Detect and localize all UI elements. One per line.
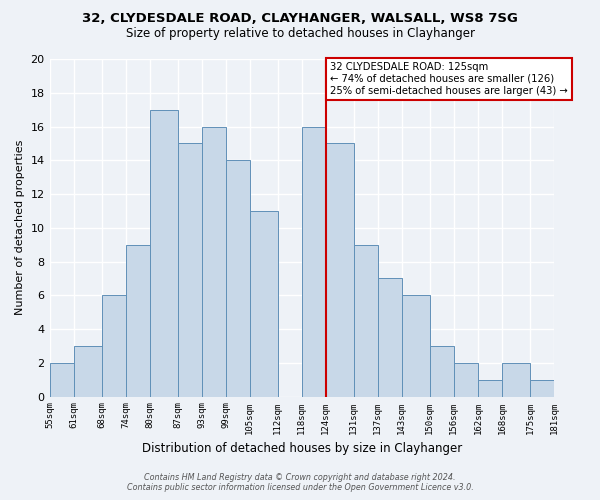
Bar	[149, 110, 178, 397]
Text: 32, CLYDESDALE ROAD, CLAYHANGER, WALSALL, WS8 7SG: 32, CLYDESDALE ROAD, CLAYHANGER, WALSALL…	[82, 12, 518, 26]
Bar	[226, 160, 250, 396]
Y-axis label: Number of detached properties: Number of detached properties	[15, 140, 25, 316]
Bar	[378, 278, 402, 396]
Bar	[354, 244, 378, 396]
Bar	[74, 346, 101, 397]
Bar	[402, 296, 430, 396]
Text: 32 CLYDESDALE ROAD: 125sqm
← 74% of detached houses are smaller (126)
25% of sem: 32 CLYDESDALE ROAD: 125sqm ← 74% of deta…	[330, 62, 568, 96]
Bar	[250, 211, 278, 396]
Bar	[502, 363, 530, 396]
Bar	[101, 296, 125, 396]
Bar	[454, 363, 478, 396]
Bar	[478, 380, 502, 396]
Bar	[302, 126, 326, 396]
Bar	[326, 144, 354, 396]
Bar	[430, 346, 454, 397]
Bar	[530, 380, 554, 396]
Text: Contains HM Land Registry data © Crown copyright and database right 2024.
Contai: Contains HM Land Registry data © Crown c…	[127, 473, 473, 492]
Bar	[50, 363, 74, 396]
X-axis label: Distribution of detached houses by size in Clayhanger: Distribution of detached houses by size …	[142, 442, 462, 455]
Bar	[202, 126, 226, 396]
Bar	[178, 144, 202, 396]
Bar	[125, 244, 149, 396]
Text: Size of property relative to detached houses in Clayhanger: Size of property relative to detached ho…	[125, 28, 475, 40]
